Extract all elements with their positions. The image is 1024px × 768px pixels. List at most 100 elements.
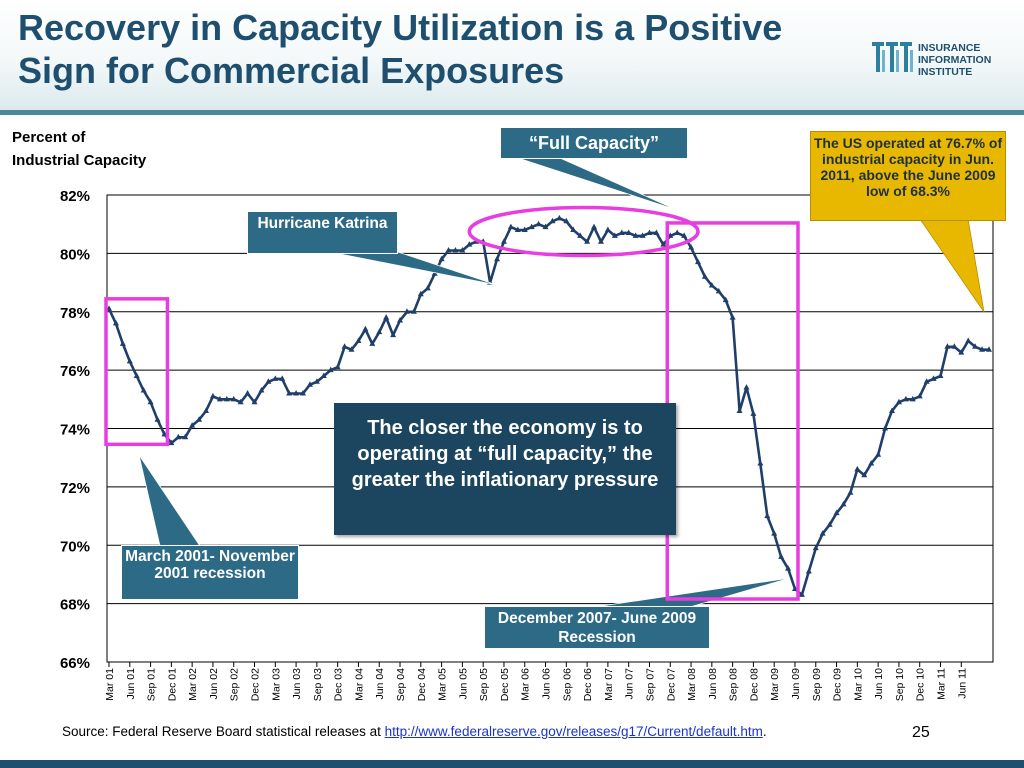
logo-line: INFORMATION: [918, 54, 992, 66]
data-point: [376, 328, 383, 335]
data-point: [237, 398, 244, 405]
data-point: [888, 407, 895, 413]
source-prefix: Source: Federal Reserve Board statistica…: [62, 724, 385, 739]
data-point: [715, 287, 722, 294]
data-point: [729, 314, 736, 320]
data-point: [293, 389, 300, 396]
data-point: [452, 246, 459, 253]
data-point: [362, 325, 369, 332]
data-point: [417, 290, 424, 297]
full-capacity-pointer: [517, 157, 678, 211]
x-tick-label: Sep 10: [894, 668, 906, 701]
data-point: [313, 378, 320, 384]
data-point: [681, 232, 688, 238]
data-point: [556, 214, 563, 221]
data-point: [306, 381, 313, 387]
x-tick-label: Dec 03: [333, 668, 345, 701]
data-point: [182, 433, 189, 440]
page-title: Recovery in Capacity Utilization is a Po…: [18, 7, 783, 91]
data-point: [216, 395, 223, 402]
data-point: [611, 232, 618, 238]
data-point: [736, 407, 743, 413]
x-tick-label: Dec 10: [915, 668, 927, 701]
data-point: [327, 366, 334, 373]
full-capacity-ellipse: [467, 205, 700, 258]
data-point: [466, 241, 473, 247]
x-tick-label: Dec 05: [499, 668, 511, 701]
data-point: [944, 343, 951, 349]
y-axis-label-line: Percent of: [12, 129, 86, 146]
data-point: [694, 258, 701, 265]
data-point: [126, 357, 133, 364]
data-point: [140, 387, 147, 393]
data-point: [203, 407, 210, 413]
x-tick-label: Mar 11: [935, 668, 947, 700]
data-point: [348, 346, 355, 352]
data-point: [937, 372, 944, 378]
data-point: [833, 509, 840, 516]
data-point: [397, 317, 404, 323]
page-number: 25: [912, 724, 930, 741]
data-point: [300, 389, 307, 396]
data-point: [390, 331, 397, 338]
x-tick-label: Sep 08: [728, 668, 740, 701]
data-point: [320, 372, 327, 378]
data-point: [341, 343, 348, 349]
x-tick-label: Dec 02: [250, 668, 262, 701]
data-point: [965, 337, 972, 343]
header-band: [0, 0, 1024, 112]
data-point: [639, 232, 646, 238]
x-tick-label: Jun 07: [624, 668, 636, 700]
data-point: [514, 226, 521, 233]
x-tick-label: Sep 03: [312, 668, 324, 701]
y-tick-label: 72%: [60, 480, 90, 497]
data-point: [168, 439, 175, 446]
data-point: [750, 410, 757, 416]
data-point: [909, 395, 916, 402]
logo-line: INSTITUTE: [918, 66, 973, 78]
data-point: [604, 226, 611, 233]
data-point: [812, 544, 819, 551]
data-point: [133, 372, 140, 378]
data-point: [563, 217, 570, 224]
data-point: [895, 398, 902, 405]
data-point: [403, 308, 410, 314]
data-point: [542, 223, 549, 230]
x-tick-label: Mar 04: [353, 668, 365, 701]
source-link[interactable]: http://www.federalreserve.gov/releases/g…: [384, 724, 763, 739]
data-point: [972, 343, 979, 349]
x-tick-label: Mar 02: [187, 668, 199, 701]
x-tick-label: Jun 05: [457, 668, 469, 700]
data-point: [861, 471, 868, 478]
x-tick-label: Jun 01: [125, 668, 137, 700]
data-point: [979, 346, 986, 352]
data-point: [355, 337, 362, 343]
data-point: [688, 244, 695, 250]
data-point: [875, 451, 882, 457]
data-point: [438, 255, 445, 262]
data-point: [757, 460, 764, 466]
data-point: [958, 349, 965, 355]
bottom-bar: [0, 760, 1024, 768]
data-point: [334, 363, 341, 370]
data-point: [882, 425, 889, 431]
data-point: [154, 416, 161, 422]
us-operated-pointer: [919, 218, 985, 313]
data-point: [535, 220, 542, 227]
data-point: [279, 375, 286, 381]
data-point: [230, 395, 237, 402]
x-tick-label: Jun 11: [956, 668, 968, 699]
x-tick-label: Dec 04: [416, 668, 428, 701]
source-suffix: .: [762, 724, 767, 739]
y-axis-label-line: Industrial Capacity: [12, 152, 147, 169]
data-point: [424, 284, 431, 291]
data-point: [286, 389, 293, 396]
y-tick-label: 78%: [60, 305, 90, 322]
logo-line: INSURANCE: [918, 42, 981, 54]
x-tick-label: Jun 03: [291, 668, 303, 700]
y-tick-label: 76%: [60, 363, 90, 380]
inflation-pressure-callout: The closer the economy is to operating a…: [334, 403, 676, 535]
data-point: [764, 512, 771, 519]
us-operated-callout: The US operated at 76.7% of industrial c…: [810, 131, 1006, 221]
x-tick-label: Sep 02: [229, 668, 241, 701]
